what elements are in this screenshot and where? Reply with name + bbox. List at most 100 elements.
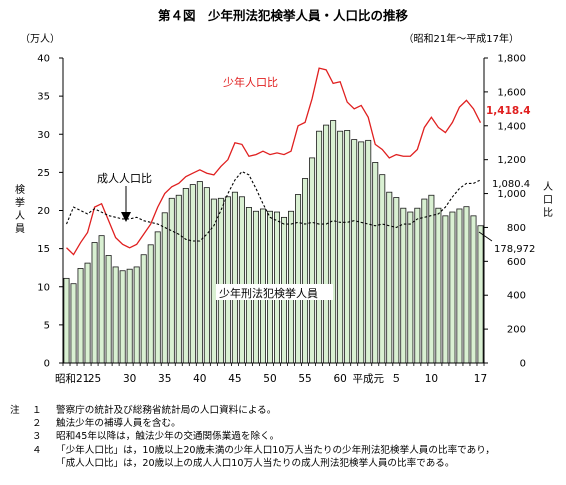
bar [330,120,337,364]
left-axis-unit: （万人） [20,33,60,45]
chart-period: （昭和21年～平成17年） [404,32,519,45]
bar [295,194,302,364]
right-tick-label: 800 [507,223,526,234]
right-axis-label-char: 人 [543,181,553,193]
bar [91,242,98,364]
bar [98,235,105,364]
bar [372,162,379,364]
bar-end-leader [478,231,493,242]
left-tick-label: 30 [37,130,50,141]
bar [84,262,91,364]
bar [428,194,435,364]
bar [393,197,400,364]
bar [358,141,365,364]
bar [112,266,119,364]
note-text: 触法少年の補導人員を含む。 [56,418,181,429]
bar [119,270,126,364]
note-text: 警察庁の統計及び総務省統計局の人口資料による。 [56,405,277,416]
bar [238,196,245,364]
adult-ratio-arrow [121,186,131,222]
bars-group [63,120,484,364]
right-tick-label: 0 [520,359,526,370]
bar [147,244,154,364]
axis-ticks: 051015202530354002004006008001,0001,2001… [37,54,526,386]
right-tick-label: 200 [507,325,526,336]
right-tick-label: 600 [507,257,526,268]
bar [210,198,217,364]
left-axis-label-char: 人 [15,210,25,222]
bar [231,191,238,364]
chart-title: 第４図 少年刑法犯検挙人員・人口比の推移 [158,8,409,23]
bar [217,197,224,364]
bar [189,184,196,364]
bar [302,178,309,364]
bar [63,277,70,364]
bar [379,174,386,364]
bar [224,196,231,364]
bar [442,215,449,364]
bar [154,231,161,364]
right-tick-label: 1,000 [497,189,526,200]
left-tick-label: 20 [37,206,50,217]
note-text: 昭和45年以降は，触法少年の交通関係業過を除く。 [56,431,280,442]
bar [140,254,147,364]
note-number: １ [32,405,42,416]
note-text: 「少年人口比」は，10歳以上20歳未満の少年人口10万人当たりの少年刑法犯検挙人… [56,445,495,456]
left-axis-label: 検 挙 人 員 [15,183,25,235]
bar [175,194,182,364]
youth-ratio-label: 少年人口比 [223,75,278,89]
x-tick-label: 60 [333,373,346,385]
bar [435,207,442,364]
bar [470,215,477,364]
bar [203,187,210,364]
bar [337,130,344,364]
x-tick-label: 25 [88,373,101,385]
bar [414,207,421,364]
youth-ratio-line [66,67,482,256]
right-axis-label-char: 口 [543,195,553,206]
right-axis-label: 人 口 比 [543,181,553,219]
x-tick-label: ５ [391,373,402,385]
bar-series-label: 少年刑法犯検挙人員 [219,286,318,300]
youth-ratio-end-value: 1,418.4 [486,105,531,117]
bar [365,139,372,364]
bar [182,187,189,364]
bar [386,191,393,364]
left-tick-label: 40 [37,54,50,65]
bar [323,124,330,364]
bar [70,283,77,364]
bar-end-value: 178,972 [494,244,535,255]
bar [421,198,428,364]
x-tick-label: 35 [158,373,171,385]
lines-group [66,67,482,256]
left-tick-label: 35 [37,92,50,103]
note-number: ３ [32,431,42,442]
x-tick-label: 40 [193,373,206,385]
bar [105,255,112,364]
left-tick-label: 15 [37,244,50,255]
x-tick-label: 10 [425,373,438,385]
bar [344,130,351,364]
bar [351,139,358,364]
bar [400,207,407,364]
bar [168,197,175,364]
x-tick-label: 平成元 [352,373,384,385]
x-tick-label: 50 [263,373,276,385]
right-tick-label: 1,200 [497,155,526,166]
left-tick-label: 0 [44,359,50,370]
x-tick-label: 30 [123,373,136,385]
x-tick-label: 55 [298,373,311,385]
left-axis-label-char: 検 [15,183,25,196]
note-number: ４ [32,445,42,456]
right-axis-label-char: 比 [543,207,553,219]
left-tick-label: 5 [44,320,50,331]
bar [407,211,414,364]
bar-label-background [216,284,333,300]
bar [77,268,84,364]
left-axis-label-char: 挙 [15,196,25,209]
left-tick-label: 25 [37,168,50,179]
bar [309,157,316,364]
adult-ratio-label: 成人人口比 [97,172,152,185]
x-tick-label: 17 [474,373,487,385]
bar [161,212,168,364]
